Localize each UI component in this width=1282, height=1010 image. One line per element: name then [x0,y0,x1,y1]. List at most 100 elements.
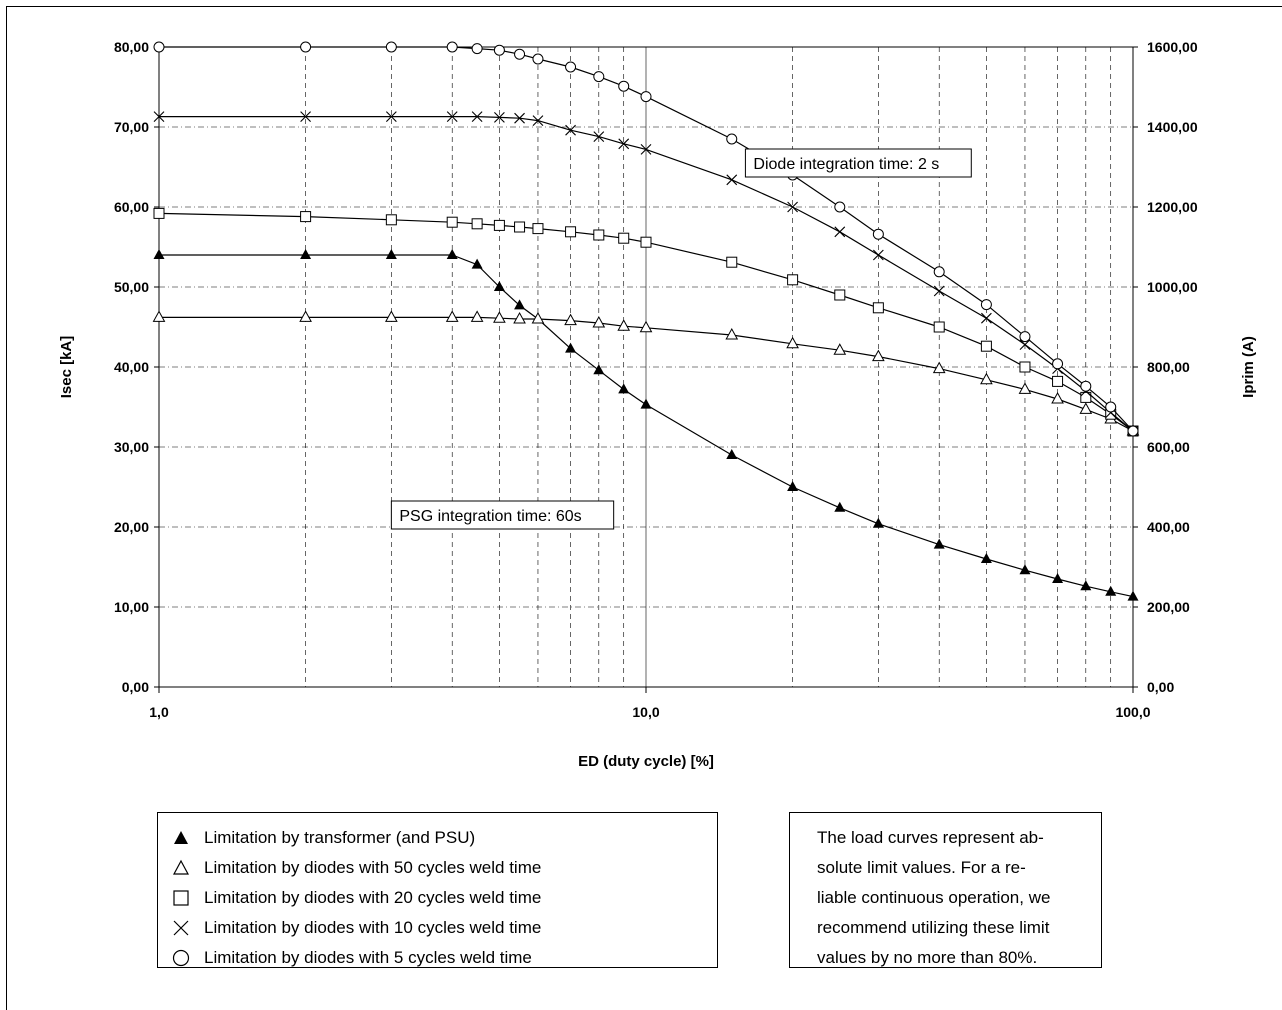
annotation-frame [390,500,615,530]
data-point [726,256,738,268]
data-point [299,310,312,322]
axis-ticks: 0,00 10,00 20,00 30,00 40,00 50,00 60,00 70,00 8… [114,39,1198,720]
data-point [531,311,545,324]
data-point [446,249,458,259]
data-point [385,41,397,53]
data-point [153,111,165,122]
data-point [834,501,846,512]
data-point [618,80,630,92]
data-point [787,481,799,491]
data-point [1052,375,1064,387]
y-right-tick-label: 1600,00 [1147,39,1198,55]
data-point [514,299,526,310]
data-point [618,232,630,244]
y-right-tick-label: 400,00 [1147,519,1190,535]
data-point [980,299,992,311]
open-triangle-icon [172,859,190,875]
note-box: The load curves represent ab- solute lim… [789,812,1102,968]
data-point [470,310,484,322]
data-point [872,349,885,362]
data-point [593,364,605,375]
annotation-box: PSG integration time: 60s [390,500,615,530]
x-tick-label: 10,0 [632,704,659,720]
annotation-box: Diode integration time: 2 s [744,148,972,178]
y-left-tick-label: 50,00 [114,279,149,295]
data-point [640,236,652,248]
data-point [1127,590,1139,601]
y-left-tick-label: 0,00 [122,679,149,695]
data-point [726,174,738,186]
data-point [153,207,165,219]
legend-item: Limitation by diodes with 10 cycles weld… [170,913,717,943]
data-point [446,41,458,53]
data-point [532,53,544,65]
data-point [786,336,799,349]
data-point [514,221,526,233]
data-point [471,218,483,230]
note-line: values by no more than 80%. [817,948,1038,967]
data-point [932,361,946,374]
x-tick-label: 1,0 [149,704,169,720]
grid [159,47,1133,687]
data-point [980,372,993,385]
data-point [593,71,605,83]
series-circle [153,41,1139,437]
annotations: Diode integration time: 2 s PSG integrati… [390,148,972,530]
data-point [494,112,505,123]
legend-label: Limitation by diodes with 5 cycles weld … [204,948,532,967]
data-point [834,201,846,213]
data-point [1052,358,1064,370]
filled-triangle-icon [174,831,188,844]
data-point [532,223,544,235]
data-point [471,111,483,122]
y-right-tick-label: 600,00 [1147,439,1190,455]
legend: Limitation by transformer (and PSU) Limi… [157,812,718,968]
data-point [933,321,945,333]
data-point [385,249,397,259]
data-point [980,340,992,352]
series-open-triangle [152,310,1140,436]
data-point [1051,391,1064,404]
data-point [725,327,739,340]
data-point [153,41,165,53]
data-point [980,553,992,563]
data-point [1019,564,1031,575]
legend-label: Limitation by diodes with 10 cycles weld… [204,918,542,937]
data-point [565,226,577,238]
data-point [872,228,884,240]
data-point [872,249,884,261]
y-left-tick-label: 20,00 [114,519,149,535]
data-point [872,302,884,314]
data-point [933,266,945,278]
data-point [153,249,165,259]
data-point [726,133,738,145]
data-point [617,319,631,331]
data-point [834,226,846,238]
y-axis-left-title: Isec [kA] [58,336,75,399]
cross-icon [173,920,189,936]
y-left-tick-label: 30,00 [114,439,149,455]
data-point [640,144,652,155]
data-point [493,219,505,231]
note-line: The load curves represent ab- [817,828,1044,847]
data-point [833,343,847,355]
data-point [787,201,798,213]
data-point [933,285,945,297]
legend-item: Limitation by diodes with 20 cycles weld… [170,883,717,913]
data-point [640,91,652,103]
y-left-tick-label: 40,00 [114,359,149,375]
circle-icon [172,949,190,967]
figure-frame [6,6,1282,1010]
annotation-text: Diode integration time: 2 s [753,156,939,173]
data-point [1052,573,1064,583]
data-point [532,115,544,126]
legend-item: Limitation by diodes with 50 cycles weld… [170,853,717,883]
data-point [1127,425,1139,437]
data-point [471,258,483,269]
data-point [1079,402,1093,414]
data-point [787,274,799,286]
y-left-tick-label: 10,00 [114,599,149,615]
data-point [565,342,577,353]
data-point [385,310,398,322]
load-curve-chart: 0,00 10,00 20,00 30,00 40,00 50,00 60,00 70,00 8… [58,39,1257,770]
